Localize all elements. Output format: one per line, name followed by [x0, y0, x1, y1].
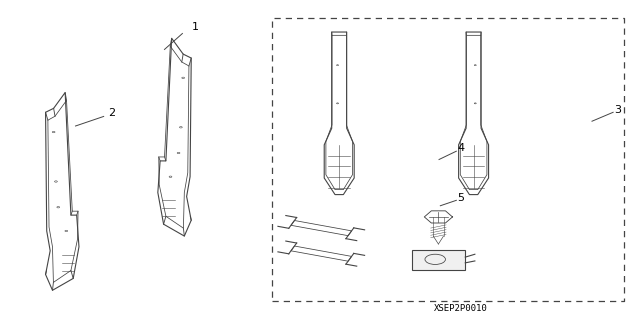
- Text: XSEP2P0010: XSEP2P0010: [434, 304, 488, 313]
- Text: 3: 3: [614, 105, 621, 115]
- Text: 5: 5: [458, 193, 464, 203]
- Text: 4: 4: [457, 143, 465, 153]
- Text: 1: 1: [192, 22, 198, 32]
- Bar: [412, 250, 465, 270]
- Text: 2: 2: [108, 108, 116, 118]
